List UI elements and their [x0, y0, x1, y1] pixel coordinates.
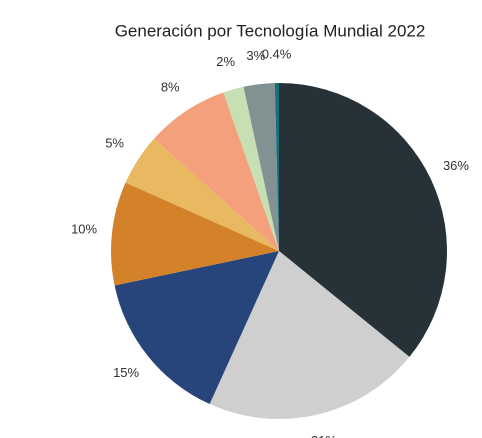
data-label: 8% — [161, 79, 180, 94]
data-label: 10% — [71, 222, 97, 237]
data-label: 5% — [105, 136, 124, 151]
data-label: 21% — [311, 433, 337, 438]
pie-slice — [209, 251, 410, 419]
chart-title: Generación por Tecnología Mundial 2022 — [115, 21, 426, 40]
pie-slice — [274, 83, 279, 251]
pie-slice — [125, 138, 279, 251]
data-label: 3% — [246, 48, 265, 63]
pie-slice — [223, 86, 279, 252]
pie-slice — [114, 251, 280, 405]
data-label: 36% — [443, 158, 469, 173]
data-label: 15% — [113, 365, 139, 380]
data-label: 0.4% — [262, 46, 292, 61]
pie-slice — [154, 92, 279, 251]
pie-slice — [111, 182, 279, 286]
pie-slice — [279, 83, 447, 357]
pie-slice — [243, 83, 279, 251]
data-label: 2% — [216, 54, 235, 69]
